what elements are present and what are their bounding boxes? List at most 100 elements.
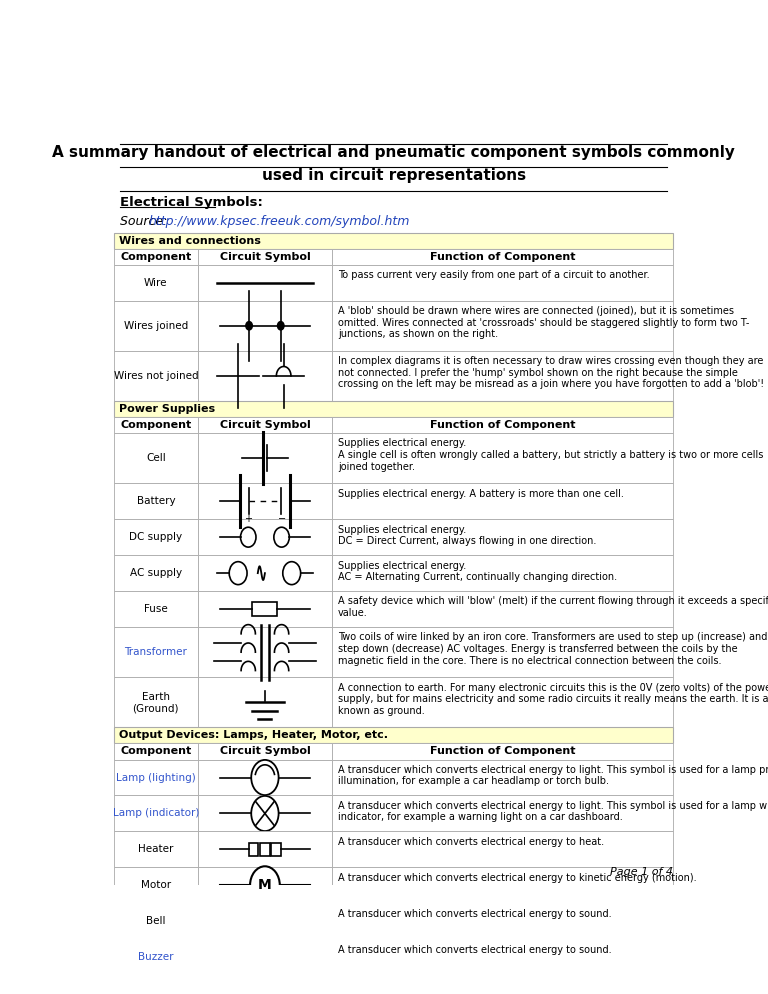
Text: Bell: Bell — [146, 916, 166, 926]
Text: Earth
(Ground): Earth (Ground) — [133, 692, 179, 713]
Text: Heater: Heater — [138, 845, 174, 855]
Bar — [114, 795, 198, 831]
Bar — [114, 233, 674, 248]
Bar — [198, 519, 332, 556]
Bar — [271, 843, 281, 857]
Text: +: + — [244, 514, 252, 524]
Text: Component: Component — [121, 420, 191, 430]
Text: Buzzer: Buzzer — [138, 952, 174, 962]
Circle shape — [251, 759, 279, 795]
Bar — [332, 744, 674, 759]
Circle shape — [274, 527, 290, 547]
Bar — [332, 483, 674, 519]
Text: Power Supplies: Power Supplies — [118, 404, 215, 414]
Bar — [332, 433, 674, 483]
Text: Circuit Symbol: Circuit Symbol — [220, 251, 310, 261]
Text: To pass current very easily from one part of a circuit to another.: To pass current very easily from one par… — [338, 270, 650, 280]
Text: Wire: Wire — [144, 277, 167, 287]
Text: A transducer which converts electrical energy to light. This symbol is used for : A transducer which converts electrical e… — [338, 764, 768, 786]
Bar — [332, 904, 674, 939]
Text: DC supply: DC supply — [129, 532, 182, 542]
Bar — [114, 351, 198, 401]
Bar — [198, 248, 332, 264]
Text: A transducer which converts electrical energy to sound.: A transducer which converts electrical e… — [338, 944, 611, 955]
Bar — [114, 904, 198, 939]
Circle shape — [283, 562, 300, 584]
Text: Wires not joined: Wires not joined — [114, 371, 198, 381]
Bar — [332, 795, 674, 831]
Text: Wires and connections: Wires and connections — [118, 236, 260, 246]
Text: A transducer which converts electrical energy to heat.: A transducer which converts electrical e… — [338, 837, 604, 847]
Bar — [114, 677, 198, 728]
Bar — [114, 744, 198, 759]
Bar — [198, 264, 332, 300]
Text: Supplies electrical energy.
A single cell is often wrongly called a battery, but: Supplies electrical energy. A single cel… — [338, 438, 763, 471]
Bar — [332, 556, 674, 591]
Bar — [198, 744, 332, 759]
Bar — [198, 795, 332, 831]
Bar — [332, 248, 674, 264]
Text: Circuit Symbol: Circuit Symbol — [220, 420, 310, 430]
Bar — [198, 300, 332, 351]
Text: http://www.kpsec.freeuk.com/symbol.htm: http://www.kpsec.freeuk.com/symbol.htm — [148, 215, 410, 228]
Text: A summary handout of electrical and pneumatic component symbols commonly: A summary handout of electrical and pneu… — [52, 144, 735, 160]
Text: Two coils of wire linked by an iron core. Transformers are used to step up (incr: Two coils of wire linked by an iron core… — [338, 632, 767, 666]
Bar — [198, 939, 332, 975]
Bar — [332, 351, 674, 401]
Bar — [198, 351, 332, 401]
Bar — [114, 264, 198, 300]
Bar — [260, 843, 270, 857]
Text: Motor: Motor — [141, 881, 171, 891]
Text: A transducer which converts electrical energy to sound.: A transducer which converts electrical e… — [338, 909, 611, 918]
Bar — [114, 433, 198, 483]
Text: Lamp (lighting): Lamp (lighting) — [116, 772, 196, 782]
Text: A transducer which converts electrical energy to light. This symbol is used for : A transducer which converts electrical e… — [338, 801, 768, 822]
Text: Output Devices: Lamps, Heater, Motor, etc.: Output Devices: Lamps, Heater, Motor, et… — [118, 731, 388, 741]
Text: A transducer which converts electrical energy to kinetic energy (motion).: A transducer which converts electrical e… — [338, 873, 697, 883]
Bar — [114, 728, 674, 744]
Text: Supplies electrical energy.
AC = Alternating Current, continually changing direc: Supplies electrical energy. AC = Alterna… — [338, 561, 617, 582]
Circle shape — [240, 527, 256, 547]
Bar — [198, 759, 332, 795]
Text: Supplies electrical energy.
DC = Direct Current, always flowing in one direction: Supplies electrical energy. DC = Direct … — [338, 525, 597, 546]
Bar — [249, 843, 258, 857]
Text: Page 1 of 4: Page 1 of 4 — [611, 867, 674, 877]
Bar — [198, 591, 332, 627]
Bar — [332, 591, 674, 627]
Bar — [332, 831, 674, 868]
Bar — [114, 401, 674, 417]
Bar — [114, 627, 198, 677]
Bar — [114, 591, 198, 627]
Bar — [114, 868, 198, 904]
Bar — [114, 417, 198, 433]
Text: Cell: Cell — [146, 453, 166, 463]
Circle shape — [251, 796, 279, 831]
Text: Electrical Symbols:: Electrical Symbols: — [120, 196, 263, 209]
Text: Battery: Battery — [137, 496, 175, 506]
Text: Component: Component — [121, 251, 191, 261]
Bar — [332, 417, 674, 433]
Text: AC supply: AC supply — [130, 569, 182, 579]
Bar — [114, 759, 198, 795]
Circle shape — [229, 562, 247, 584]
Bar — [114, 556, 198, 591]
Bar — [114, 248, 198, 264]
Text: A 'blob' should be drawn where wires are connected (joined), but it is sometimes: A 'blob' should be drawn where wires are… — [338, 306, 750, 339]
Text: M: M — [258, 879, 272, 893]
Bar — [114, 300, 198, 351]
Bar — [332, 677, 674, 728]
Text: used in circuit representations: used in circuit representations — [262, 168, 525, 183]
Text: −: − — [277, 514, 286, 524]
Bar — [114, 831, 198, 868]
Bar — [198, 831, 332, 868]
Bar — [332, 939, 674, 975]
Bar — [332, 264, 674, 300]
Bar — [198, 627, 332, 677]
Bar — [332, 868, 674, 904]
Text: Fuse: Fuse — [144, 604, 167, 614]
Bar — [114, 519, 198, 556]
Bar — [198, 677, 332, 728]
Bar — [198, 868, 332, 904]
Bar — [332, 519, 674, 556]
Circle shape — [277, 321, 284, 330]
